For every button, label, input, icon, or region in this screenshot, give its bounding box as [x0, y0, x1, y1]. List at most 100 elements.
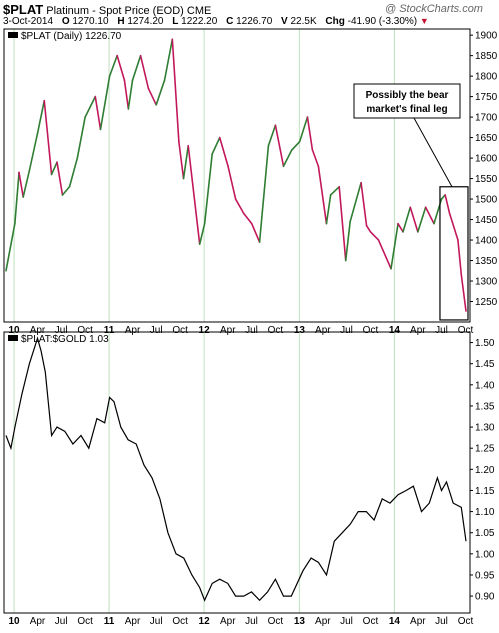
price-segment-30 [203, 153, 213, 225]
x-tick-label-0-8: 12 [199, 325, 211, 336]
y-tick-label-0-12: 1850 [475, 51, 498, 62]
price-segment-49 [344, 220, 351, 262]
price-segment-54 [377, 239, 392, 270]
annotation-text-line1: Possibly the bear [366, 90, 449, 101]
high-value: 1274.20 [127, 16, 164, 27]
price-segment-22 [147, 87, 158, 106]
x-tick-label-1-3: Oct [77, 616, 93, 627]
price-segment-38 [267, 124, 277, 147]
change-label: Chg [325, 16, 345, 27]
x-tick-label-1-5: Apr [125, 616, 141, 627]
x-tick-label-0-17: Apr [410, 325, 426, 336]
y-tick-label-0-13: 1900 [475, 31, 498, 42]
x-tick-label-1-6: Jul [150, 616, 163, 627]
x-tick-label-0-1: Apr [30, 325, 46, 336]
price-segment-8 [50, 161, 58, 176]
price-segment-24 [163, 38, 174, 82]
price-segment-31 [211, 136, 221, 155]
x-tick-label-1-4: 11 [104, 616, 115, 627]
x-tick-label-1-12: 13 [294, 616, 306, 627]
x-tick-label-0-2: Jul [55, 325, 68, 336]
y-tick-label-0-3: 1400 [475, 236, 498, 247]
price-segment-16 [108, 54, 118, 77]
y-tick-label-1-0: 0.90 [475, 592, 495, 603]
x-tick-label-0-7: Oct [172, 325, 188, 336]
price-segment-39 [274, 124, 285, 168]
price-segment-52 [365, 224, 372, 233]
x-tick-label-0-13: Apr [315, 325, 331, 336]
y-tick-label-0-0: 1250 [475, 297, 498, 308]
y-tick-label-1-7: 1.25 [475, 444, 495, 455]
price-segment-1 [5, 222, 16, 272]
y-tick-label-1-2: 1.00 [475, 549, 495, 560]
quote-line: 3-Oct-2014 O 1270.10 H 1274.20 L 1222.20… [3, 16, 435, 27]
close-value: 1226.70 [236, 16, 273, 27]
price-segment-33 [227, 165, 237, 200]
price-segment-4 [22, 169, 31, 198]
legend-swatch-0 [8, 32, 18, 38]
price-segment-28 [187, 144, 201, 245]
instrument-description: Platinum - Spot Price (EOD) [46, 5, 184, 17]
x-tick-label-1-11: Oct [268, 616, 284, 627]
y-tick-label-0-6: 1550 [475, 174, 498, 185]
x-tick-label-0-19: Oct [458, 325, 474, 336]
y-tick-label-1-1: 0.95 [475, 570, 495, 581]
price-segment-64 [448, 212, 459, 241]
x-tick-label-0-15: Oct [363, 325, 379, 336]
price-segment-40 [282, 149, 293, 168]
price-segment-15 [99, 75, 111, 131]
y-tick-label-1-6: 1.20 [475, 465, 495, 476]
x-tick-label-1-13: Apr [315, 616, 331, 627]
price-segment-60 [424, 206, 435, 225]
x-tick-label-1-16: 14 [389, 616, 401, 627]
price-segment-18 [123, 79, 130, 110]
ratio-line [5, 336, 467, 602]
x-tick-label-0-12: 13 [294, 325, 306, 336]
x-tick-label-1-18: Jul [435, 616, 448, 627]
y-tick-label-0-8: 1650 [475, 133, 498, 144]
price-segment-36 [250, 222, 261, 243]
price-segment-2 [14, 171, 20, 225]
volume-label: V [281, 16, 288, 27]
x-tick-label-0-16: 14 [389, 325, 401, 336]
price-segment-23 [155, 79, 166, 106]
x-tick-label-0-11: Oct [268, 325, 284, 336]
price-segment-63 [444, 194, 451, 215]
x-tick-label-1-7: Oct [172, 616, 188, 627]
x-tick-label-0-10: Jul [245, 325, 258, 336]
price-segment-17 [116, 54, 126, 82]
x-tick-label-1-10: Jul [245, 616, 258, 627]
legend-swatch-1 [8, 335, 18, 341]
price-segment-11 [68, 157, 79, 188]
plot-frame-0 [3, 28, 471, 323]
x-tick-label-1-14: Jul [340, 616, 353, 627]
annotation-box [353, 83, 461, 119]
x-tick-label-0-5: Apr [125, 325, 141, 336]
y-tick-label-1-9: 1.35 [475, 401, 495, 412]
symbol: $PLAT [3, 2, 44, 17]
annotation-pointer [413, 117, 453, 188]
price-segment-32 [218, 136, 229, 168]
highlight-box [439, 186, 469, 321]
price-segment-58 [409, 206, 419, 233]
y-tick-label-0-9: 1700 [475, 113, 498, 124]
x-tick-label-1-15: Oct [363, 616, 379, 627]
x-tick-label-0-14: Jul [340, 325, 353, 336]
price-segment-65 [457, 239, 463, 276]
y-tick-label-1-11: 1.45 [475, 359, 495, 370]
open-label: O [61, 16, 70, 27]
low-value: 1222.20 [181, 16, 218, 27]
price-segment-47 [329, 185, 341, 196]
price-segment-46 [325, 194, 332, 225]
x-tick-label-1-8: 12 [199, 616, 211, 627]
panel-title-0: $PLAT (Daily) 1226.70 [21, 31, 122, 42]
close-label: C [226, 16, 234, 27]
x-tick-label-0-0: 10 [9, 325, 21, 336]
exchange: CME [186, 5, 212, 17]
price-segment-29 [198, 222, 206, 245]
price-segment-5 [28, 132, 39, 172]
price-segment-41 [291, 140, 301, 151]
chart-header: $PLAT Platinum - Spot Price (EOD) CME @ … [3, 2, 483, 17]
watermark: @ StockCharts.com [385, 3, 483, 15]
